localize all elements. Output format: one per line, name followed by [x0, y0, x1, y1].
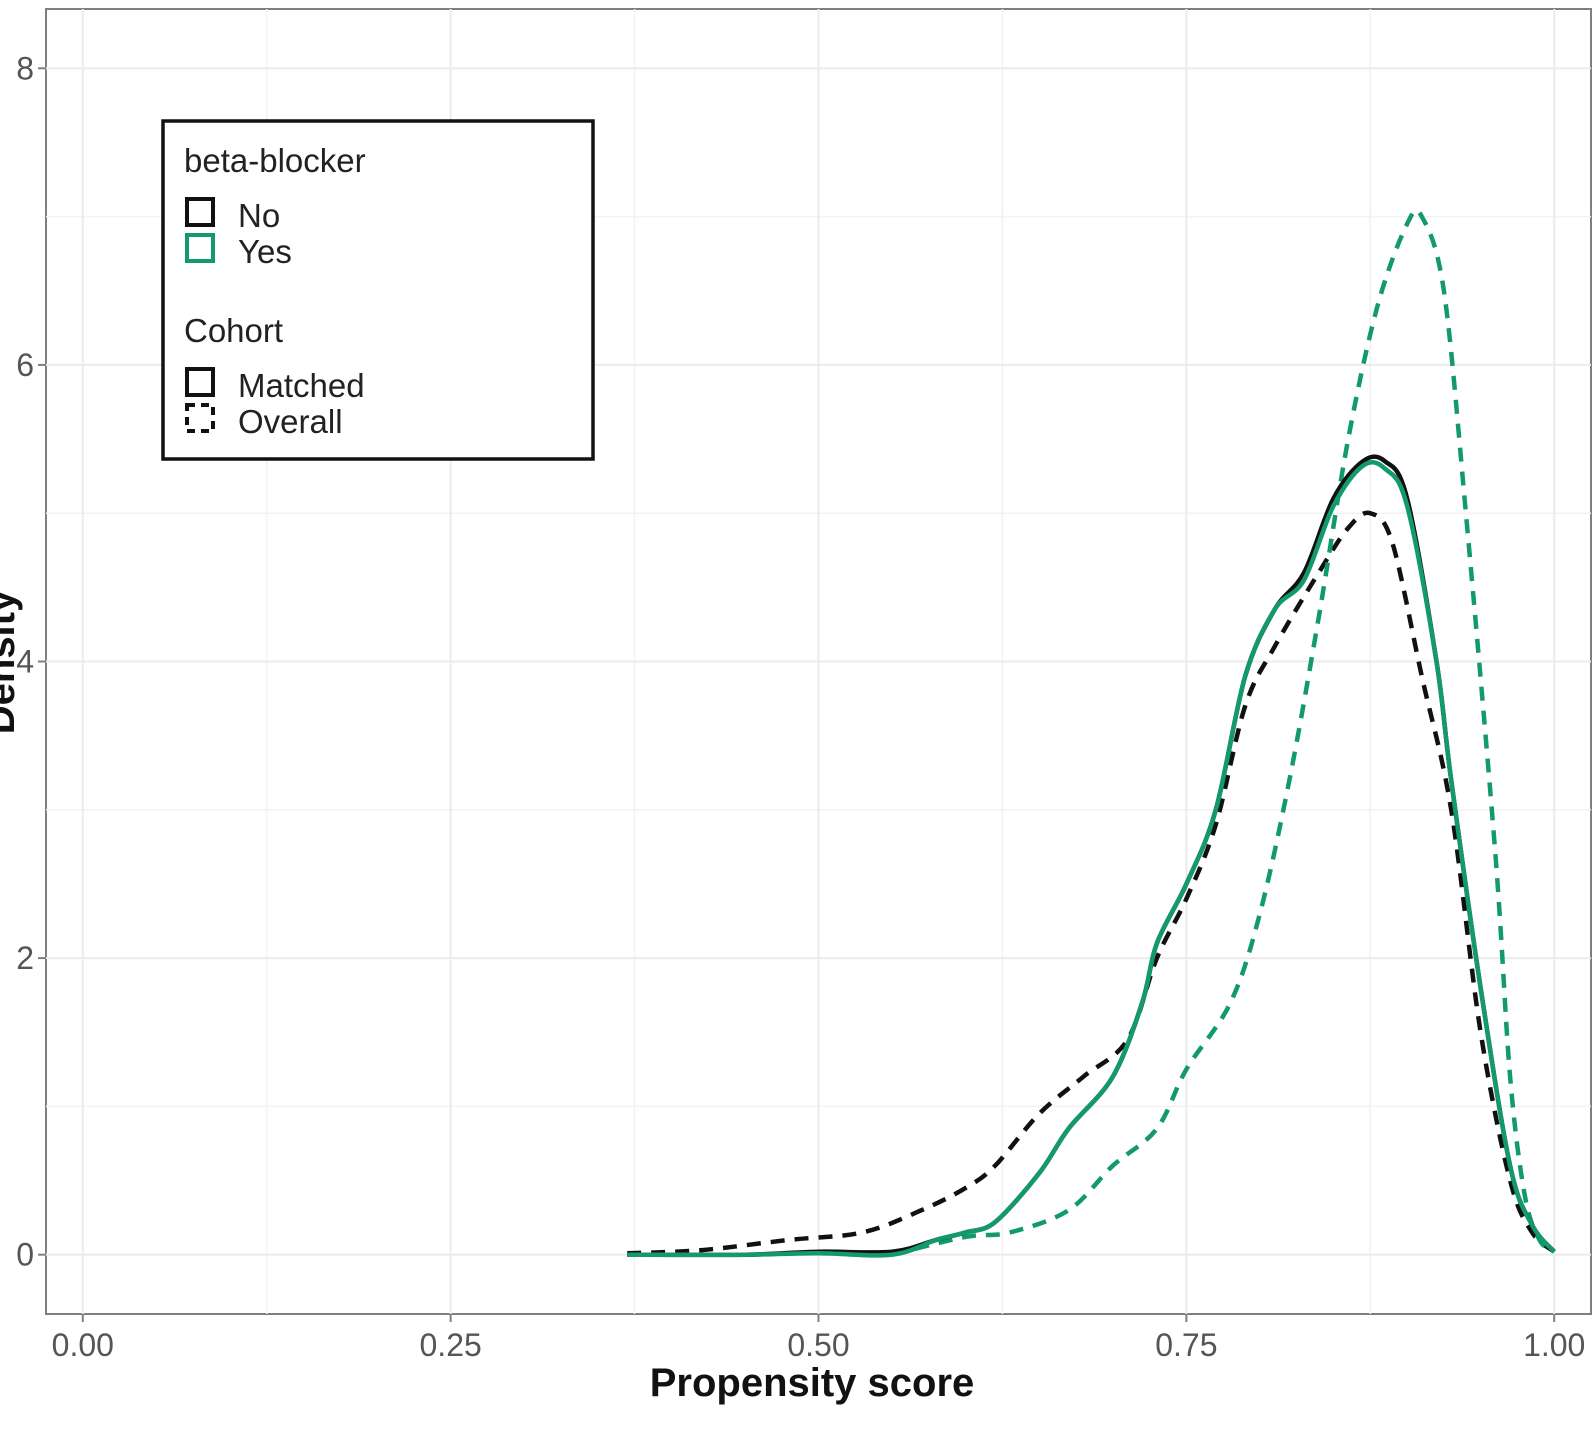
density-line-yes-matched — [627, 459, 1556, 1258]
y-tick-label: 2 — [16, 940, 34, 976]
legend-key-no — [185, 197, 215, 227]
legend-key-overall — [185, 403, 215, 433]
legend-title-cohort: Cohort — [184, 312, 283, 349]
x-tick-label: 0.50 — [787, 1327, 849, 1363]
density-line-no-overall — [627, 510, 1556, 1256]
series-layer — [627, 207, 1556, 1258]
y-axis-title: Density — [0, 589, 23, 734]
legend-box — [161, 119, 595, 461]
legend-title-beta-blocker: beta-blocker — [184, 142, 366, 179]
x-axis: 0.00 0.25 0.50 0.75 1.00 — [52, 1314, 1585, 1363]
x-tick-label: 0.00 — [52, 1327, 114, 1363]
y-axis: 0 2 4 6 8 — [16, 50, 46, 1273]
y-tick-label: 8 — [16, 50, 34, 86]
legend-label-yes: Yes — [238, 233, 292, 270]
legend-label-matched: Matched — [238, 367, 365, 404]
legend-label-no: No — [238, 197, 280, 234]
x-tick-label: 0.75 — [1155, 1327, 1217, 1363]
y-tick-label: 0 — [16, 1237, 34, 1273]
legend: beta-blocker No Yes Cohort Matched Overa… — [161, 119, 595, 461]
y-tick-label: 6 — [16, 347, 34, 383]
legend-key-yes — [185, 233, 215, 263]
density-line-yes-overall — [891, 207, 1556, 1257]
legend-key-matched — [185, 367, 215, 397]
y-tick-label: 4 — [16, 644, 34, 680]
legend-label-overall: Overall — [238, 403, 343, 440]
x-tick-label: 1.00 — [1523, 1327, 1585, 1363]
x-tick-label: 0.25 — [420, 1327, 482, 1363]
x-axis-title: Propensity score — [650, 1361, 975, 1405]
